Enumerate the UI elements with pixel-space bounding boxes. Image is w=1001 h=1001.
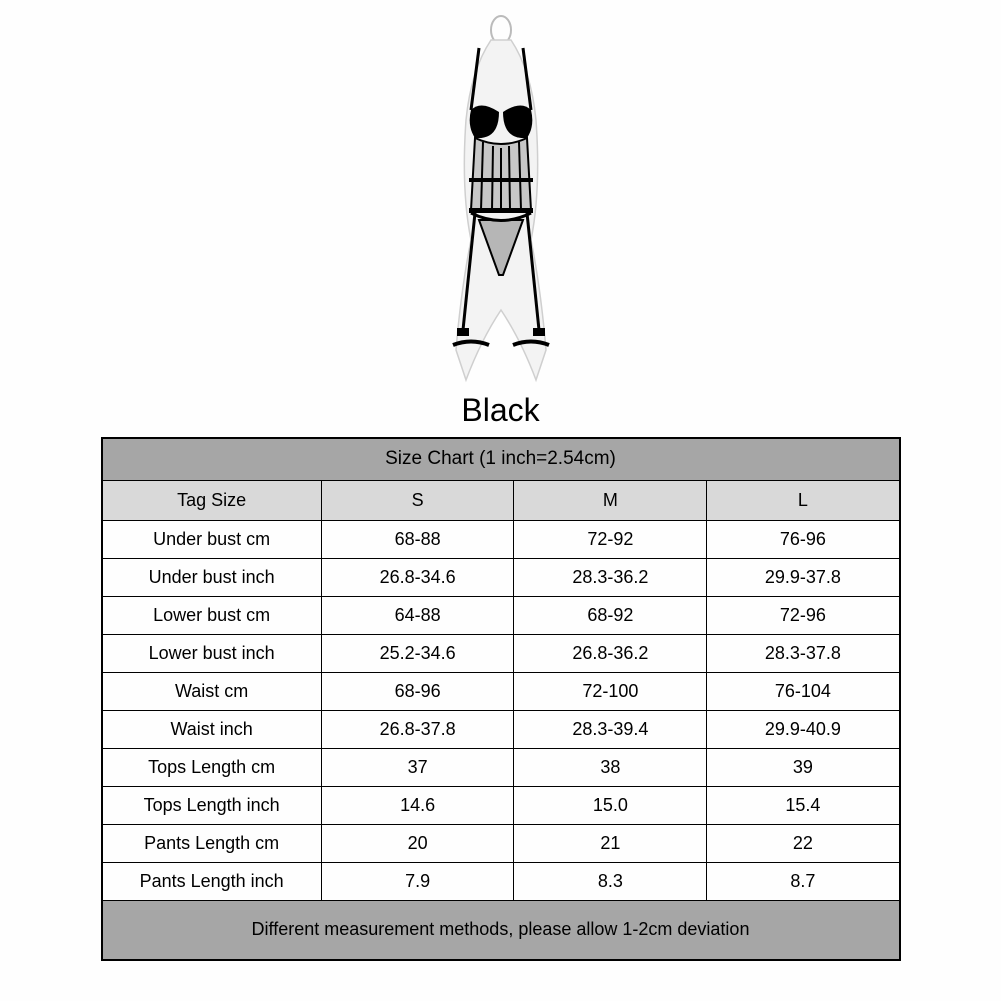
row-label: Pants Length cm xyxy=(102,824,322,862)
cell: 37 xyxy=(321,748,514,786)
cell: 72-96 xyxy=(707,596,900,634)
cell: 76-96 xyxy=(707,520,900,558)
table-row: Lower bust cm 64-88 68-92 72-96 xyxy=(102,596,900,634)
cell: 20 xyxy=(321,824,514,862)
product-image xyxy=(371,10,631,390)
table-row: Waist inch 26.8-37.8 28.3-39.4 29.9-40.9 xyxy=(102,710,900,748)
table-row: Lower bust inch 25.2-34.6 26.8-36.2 28.3… xyxy=(102,634,900,672)
cell: 7.9 xyxy=(321,862,514,900)
table-row: Under bust inch 26.8-34.6 28.3-36.2 29.9… xyxy=(102,558,900,596)
table-header-row: Tag Size S M L xyxy=(102,480,900,520)
cell: 28.3-39.4 xyxy=(514,710,707,748)
product-color-label: Black xyxy=(461,392,539,429)
row-label: Lower bust cm xyxy=(102,596,322,634)
cell: 39 xyxy=(707,748,900,786)
table-row: Pants Length cm 20 21 22 xyxy=(102,824,900,862)
cell: 15.4 xyxy=(707,786,900,824)
table-title-row: Size Chart (1 inch=2.54cm) xyxy=(102,438,900,480)
product-illustration xyxy=(371,10,631,390)
row-label: Lower bust inch xyxy=(102,634,322,672)
cell: 26.8-34.6 xyxy=(321,558,514,596)
table-footer-note: Different measurement methods, please al… xyxy=(102,900,900,960)
row-label: Tops Length inch xyxy=(102,786,322,824)
cell: 29.9-40.9 xyxy=(707,710,900,748)
cell: 76-104 xyxy=(707,672,900,710)
col-header-l: L xyxy=(707,480,900,520)
row-label: Waist inch xyxy=(102,710,322,748)
cell: 72-100 xyxy=(514,672,707,710)
table-row: Pants Length inch 7.9 8.3 8.7 xyxy=(102,862,900,900)
cell: 26.8-36.2 xyxy=(514,634,707,672)
table-row: Waist cm 68-96 72-100 76-104 xyxy=(102,672,900,710)
table-footer-row: Different measurement methods, please al… xyxy=(102,900,900,960)
row-label: Pants Length inch xyxy=(102,862,322,900)
table-row: Tops Length inch 14.6 15.0 15.4 xyxy=(102,786,900,824)
cell: 25.2-34.6 xyxy=(321,634,514,672)
cell: 68-88 xyxy=(321,520,514,558)
col-header-m: M xyxy=(514,480,707,520)
cell: 26.8-37.8 xyxy=(321,710,514,748)
row-label: Under bust inch xyxy=(102,558,322,596)
cell: 8.7 xyxy=(707,862,900,900)
cell: 68-96 xyxy=(321,672,514,710)
table-row: Tops Length cm 37 38 39 xyxy=(102,748,900,786)
cell: 64-88 xyxy=(321,596,514,634)
cell: 21 xyxy=(514,824,707,862)
size-chart-table: Size Chart (1 inch=2.54cm) Tag Size S M … xyxy=(101,437,901,961)
row-label: Under bust cm xyxy=(102,520,322,558)
table-row: Under bust cm 68-88 72-92 76-96 xyxy=(102,520,900,558)
cell: 29.9-37.8 xyxy=(707,558,900,596)
cell: 8.3 xyxy=(514,862,707,900)
cell: 68-92 xyxy=(514,596,707,634)
cell: 14.6 xyxy=(321,786,514,824)
row-label: Waist cm xyxy=(102,672,322,710)
cell: 28.3-36.2 xyxy=(514,558,707,596)
cell: 38 xyxy=(514,748,707,786)
table-title: Size Chart (1 inch=2.54cm) xyxy=(102,438,900,480)
cell: 15.0 xyxy=(514,786,707,824)
col-header-s: S xyxy=(321,480,514,520)
cell: 28.3-37.8 xyxy=(707,634,900,672)
row-label: Tops Length cm xyxy=(102,748,322,786)
cell: 72-92 xyxy=(514,520,707,558)
col-header-tagsize: Tag Size xyxy=(102,480,322,520)
cell: 22 xyxy=(707,824,900,862)
